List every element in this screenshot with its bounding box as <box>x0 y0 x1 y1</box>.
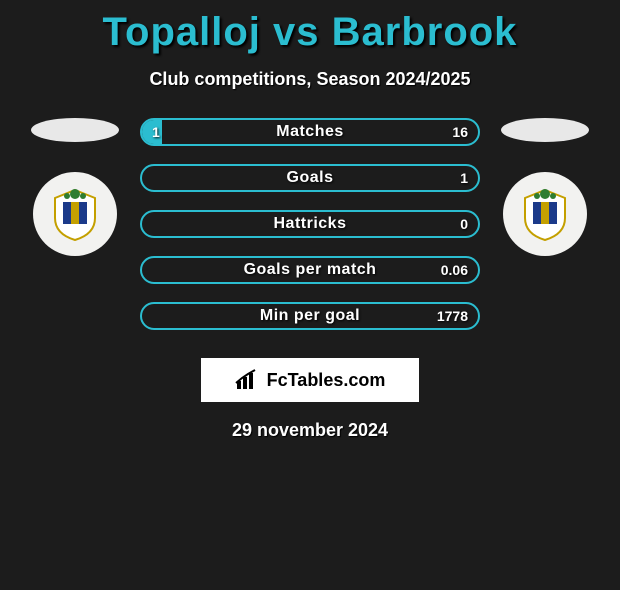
stat-label: Min per goal <box>142 304 478 328</box>
stat-label: Hattricks <box>142 212 478 236</box>
date-text: 29 november 2024 <box>0 420 620 441</box>
page-title: Topalloj vs Barbrook <box>0 10 620 55</box>
stat-bar-goals-per-match: Goals per match 0.06 <box>140 256 480 284</box>
stat-bar-goals: Goals 1 <box>140 164 480 192</box>
stat-bar-min-per-goal: Min per goal 1778 <box>140 302 480 330</box>
stat-right-value: 1778 <box>437 304 468 328</box>
stat-label: Matches <box>142 120 478 144</box>
bar-chart-icon <box>235 369 261 391</box>
stat-right-value: 0.06 <box>441 258 468 282</box>
left-player-ellipse <box>31 118 119 142</box>
stat-label: Goals <box>142 166 478 190</box>
stat-bar-hattricks: Hattricks 0 <box>140 210 480 238</box>
stat-right-value: 1 <box>460 166 468 190</box>
subtitle: Club competitions, Season 2024/2025 <box>0 69 620 90</box>
shield-icon <box>45 184 105 244</box>
stat-right-value: 16 <box>452 120 468 144</box>
stat-label: Goals per match <box>142 258 478 282</box>
left-club-crest <box>33 172 117 256</box>
right-player-ellipse <box>501 118 589 142</box>
brand-text: FcTables.com <box>267 370 386 391</box>
shield-icon <box>515 184 575 244</box>
stat-bar-matches: 1 Matches 16 <box>140 118 480 146</box>
brand-link[interactable]: FcTables.com <box>201 358 419 402</box>
comparison-content: 1 Matches 16 Goals 1 Hattricks 0 Goals p… <box>0 118 620 330</box>
stat-right-value: 0 <box>460 212 468 236</box>
right-club-crest <box>503 172 587 256</box>
stat-bars: 1 Matches 16 Goals 1 Hattricks 0 Goals p… <box>140 118 480 330</box>
right-side <box>495 118 595 256</box>
left-side <box>25 118 125 256</box>
